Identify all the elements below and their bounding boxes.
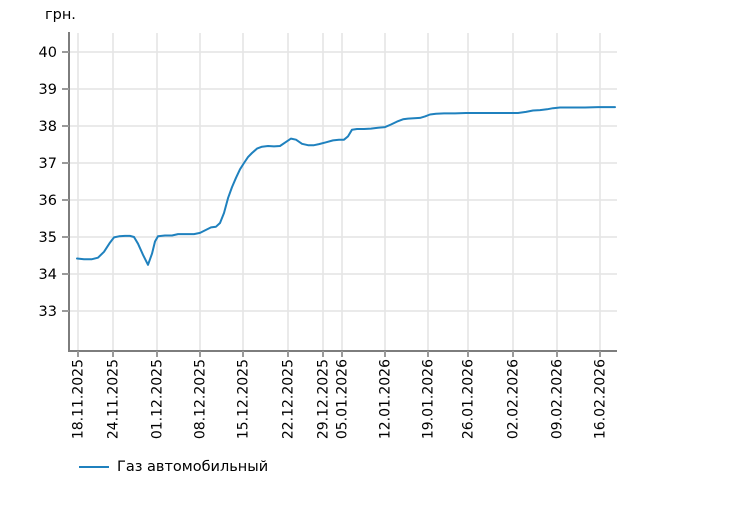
legend-item-gas[interactable]: Газ автомобильный — [79, 459, 268, 475]
x-tick-label: 26.01.2026 — [461, 359, 477, 439]
x-tick-label: 22.12.2025 — [281, 359, 297, 439]
x-tick-label: 19.01.2026 — [421, 359, 437, 439]
x-tick-label: 24.11.2025 — [106, 359, 122, 439]
legend-label: Газ автомобильный — [117, 459, 269, 475]
y-tick-label: 36 — [39, 193, 57, 209]
y-tick-label: 35 — [39, 230, 57, 246]
x-tick-label: 15.12.2025 — [236, 359, 252, 439]
x-tick-label: 12.01.2026 — [378, 359, 394, 439]
x-tick-label: 16.02.2026 — [593, 359, 609, 439]
y-tick-label: 38 — [39, 119, 57, 135]
price-line — [76, 106, 616, 266]
y-tick-label: 37 — [39, 156, 57, 172]
legend-line-sample — [79, 466, 109, 468]
y-tick-label: 34 — [39, 267, 57, 283]
x-tick-label: 08.12.2025 — [193, 359, 209, 439]
x-tick-label: 18.11.2025 — [71, 359, 87, 439]
legend: Газ автомобильный — [79, 459, 268, 475]
x-tick-label: 09.02.2026 — [550, 359, 566, 439]
x-tick-label: 05.01.2026 — [335, 359, 351, 439]
y-axis-unit-label: грн. — [45, 7, 76, 23]
x-tick-label: 29.12.2025 — [316, 359, 332, 439]
x-tick-label: 02.02.2026 — [506, 359, 522, 439]
y-tick-label: 33 — [39, 304, 57, 320]
y-tick-label: 40 — [39, 45, 57, 61]
x-tick-label: 01.12.2025 — [150, 359, 166, 439]
y-tick-label: 39 — [39, 82, 57, 98]
